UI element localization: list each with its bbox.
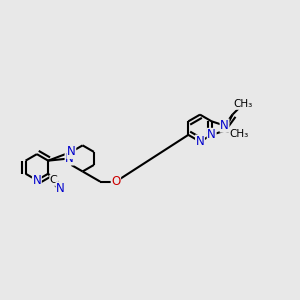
Text: C: C <box>50 175 58 185</box>
Text: N: N <box>32 174 41 187</box>
Text: CH₃: CH₃ <box>233 99 252 109</box>
Text: N: N <box>56 182 65 195</box>
Text: CH₃: CH₃ <box>229 130 248 140</box>
Text: N: N <box>67 146 76 158</box>
Text: O: O <box>111 175 121 188</box>
Text: N: N <box>196 135 204 148</box>
Text: N: N <box>65 152 74 165</box>
Text: N: N <box>207 128 216 141</box>
Text: N: N <box>220 119 229 132</box>
